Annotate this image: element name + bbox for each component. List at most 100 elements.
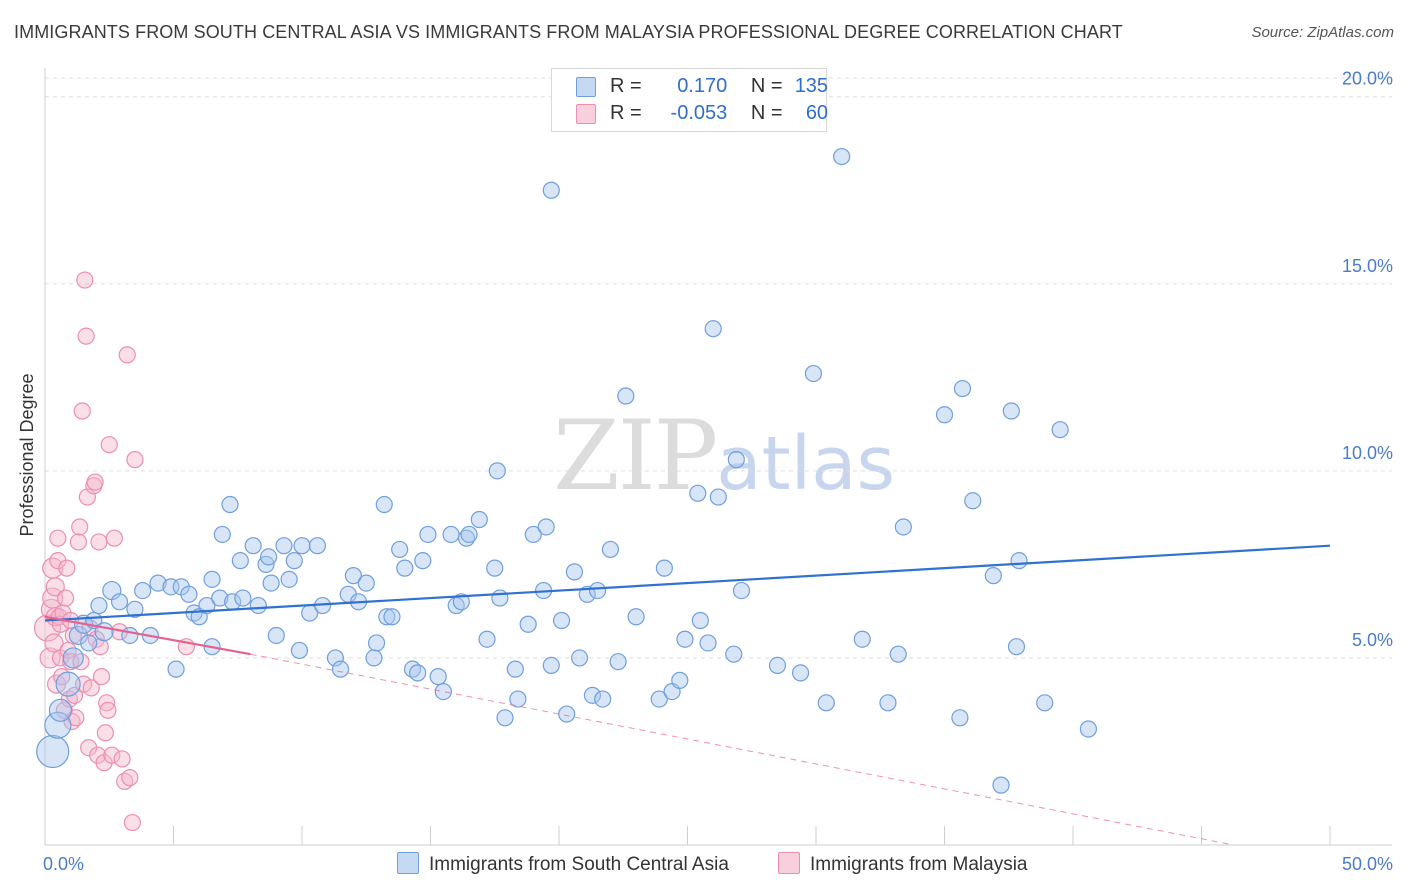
south-central-asia-point xyxy=(676,630,694,648)
malaysia-point xyxy=(113,750,131,768)
axes xyxy=(44,68,1392,846)
malaysia-point xyxy=(39,647,61,669)
blue-swatch xyxy=(576,77,596,97)
south-central-asia-point xyxy=(655,559,673,577)
watermark-zip: ZIP xyxy=(553,400,718,512)
south-central-asia-point xyxy=(478,630,496,648)
malaysia-point xyxy=(121,769,139,787)
south-central-asia-point xyxy=(452,593,470,611)
south-central-asia-point xyxy=(198,596,216,615)
south-central-asia-point xyxy=(275,537,293,555)
south-central-asia-point xyxy=(167,660,185,678)
south-central-asia-point xyxy=(853,630,871,648)
south-central-asia-point xyxy=(121,626,139,645)
malaysia-point xyxy=(45,577,65,597)
south-central-asia-point xyxy=(1002,402,1020,420)
blue-legend-swatch xyxy=(397,852,419,874)
south-central-asia-point xyxy=(519,615,537,633)
south-central-asia-point xyxy=(126,600,144,618)
south-central-asia-point xyxy=(244,537,262,555)
south-central-asia-point xyxy=(1010,552,1028,570)
south-central-asia-point xyxy=(609,653,627,671)
n-value-blue: 135 xyxy=(794,75,829,97)
south-central-asia-point xyxy=(594,690,612,708)
x-tick-label-min: 0.0% xyxy=(43,854,84,874)
south-central-asia-point xyxy=(460,525,478,544)
malaysia-point xyxy=(86,473,104,491)
south-central-asia-point xyxy=(833,147,851,166)
south-central-asia-point xyxy=(1079,720,1098,738)
south-central-asia-point xyxy=(280,570,298,588)
south-central-asia-point xyxy=(419,525,437,544)
south-central-asia-point xyxy=(496,709,514,727)
malaysia-trend-line xyxy=(44,615,251,656)
watermark-atlas: atlas xyxy=(716,421,896,507)
malaysia-point xyxy=(103,746,121,764)
south-central-asia-point xyxy=(565,563,584,581)
pink-legend-swatch xyxy=(778,852,800,874)
south-central-asia-point xyxy=(344,567,362,585)
malaysia-point xyxy=(96,724,114,742)
south-central-asia-point xyxy=(259,548,278,566)
y-tick-label: 20.0% xyxy=(1342,69,1393,89)
malaysia-point xyxy=(69,533,88,551)
grid-lines xyxy=(45,77,1392,659)
malaysia-point xyxy=(126,451,144,469)
y-tick-label: 10.0% xyxy=(1342,443,1393,463)
south-central-asia-point xyxy=(732,581,751,600)
south-central-asia-point xyxy=(290,641,309,660)
south-central-asia-point xyxy=(935,406,954,424)
legend-item-malaysia[interactable]: Immigrants from Malaysia xyxy=(778,852,1028,876)
south-central-asia-point xyxy=(791,664,810,682)
south-central-asia-point xyxy=(442,525,460,544)
south-central-asia-point xyxy=(953,379,972,398)
south-central-asia-point xyxy=(583,686,602,704)
malaysia-point xyxy=(73,402,91,420)
south-central-asia-point xyxy=(486,559,504,577)
south-central-asia-trend-line xyxy=(44,544,1331,622)
south-central-asia-point xyxy=(709,488,727,506)
south-central-asia-point xyxy=(699,634,717,652)
south-central-asia-point xyxy=(331,660,350,678)
south-central-asia-point xyxy=(367,634,386,652)
south-central-asia-point xyxy=(689,484,707,502)
south-central-asia-point xyxy=(558,705,576,723)
y-tick-label: 5.0% xyxy=(1352,630,1393,650)
south-central-asia-point xyxy=(1036,694,1054,712)
south-central-asia-point xyxy=(488,462,506,480)
south-central-asia-point xyxy=(409,664,427,682)
stats-legend: R = 0.170 N = 135 R = -0.053 N = 60 xyxy=(551,68,829,132)
source-credit: Source: ZipAtlas.com xyxy=(1251,24,1394,41)
south-central-asia-point xyxy=(62,647,84,669)
south-central-asia-point xyxy=(704,320,722,338)
malaysia-point xyxy=(58,559,76,577)
south-central-asia-point xyxy=(267,626,285,645)
legend-item-south-central-asia[interactable]: Immigrants from South Central Asia xyxy=(397,852,729,876)
malaysia-point xyxy=(72,653,90,671)
south-central-asia-point xyxy=(221,495,239,514)
south-central-asia-point xyxy=(509,690,527,708)
malaysia-point xyxy=(82,679,100,697)
south-central-asia-point xyxy=(203,570,221,588)
south-central-asia-point xyxy=(293,537,311,555)
south-central-asia-point xyxy=(964,492,982,510)
malaysia-point xyxy=(90,533,108,551)
n-label: N = xyxy=(750,75,783,97)
south-central-asia-point xyxy=(506,660,524,678)
south-central-asia-point xyxy=(149,574,167,592)
south-central-asia-point xyxy=(650,690,668,708)
south-central-asia-point xyxy=(134,581,152,600)
south-central-asia-point xyxy=(524,525,542,544)
south-central-asia-point xyxy=(262,574,280,592)
south-central-asia-point xyxy=(391,540,409,559)
south-central-asia-point xyxy=(213,525,231,544)
r-value-pink: -0.053 xyxy=(670,102,728,124)
south-central-asia-points xyxy=(36,147,1098,794)
legend-label-south-central-asia: Immigrants from South Central Asia xyxy=(429,854,729,875)
r-value-blue: 0.170 xyxy=(677,75,728,97)
south-central-asia-point xyxy=(992,776,1010,794)
malaysia-point xyxy=(49,529,67,547)
south-central-asia-point xyxy=(211,589,229,607)
south-central-asia-point xyxy=(727,451,745,469)
